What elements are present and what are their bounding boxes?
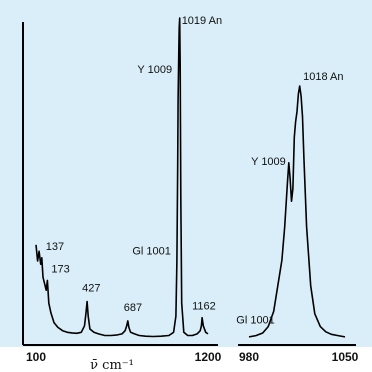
peak-label: 1162 [192, 301, 216, 313]
peak-label: 427 [82, 283, 100, 295]
peak-label: 687 [124, 302, 142, 314]
peak-label: Gl 1001 [132, 246, 171, 258]
peak-label: 1018 An [303, 71, 343, 83]
right-x-tick-980: 980 [239, 350, 259, 364]
left-x-tick-100: 100 [26, 350, 46, 364]
left-x-tick-1200: 1200 [195, 350, 222, 364]
left-spectrum-line [35, 17, 209, 338]
peak-label: 1019 An [182, 15, 222, 27]
peak-label: 137 [46, 241, 64, 253]
left-panel: 137 173 427 687 1162 Gl 1001 Y 1009 1019 An 100… [22, 15, 222, 372]
plot-background [0, 0, 372, 347]
peak-label: Y 1009 [137, 64, 172, 76]
right-panel: Gl 1001 Y 1009 1018 An 980 1050 [236, 71, 358, 364]
right-x-tick-1050: 1050 [332, 350, 359, 364]
right-spectrum-line [248, 85, 346, 338]
x-axis-label: ν̄ cm⁻¹ [90, 358, 134, 372]
peak-label: Gl 1001 [236, 315, 275, 327]
peak-label: 173 [51, 263, 69, 275]
peak-label: Y 1009 [251, 156, 286, 168]
